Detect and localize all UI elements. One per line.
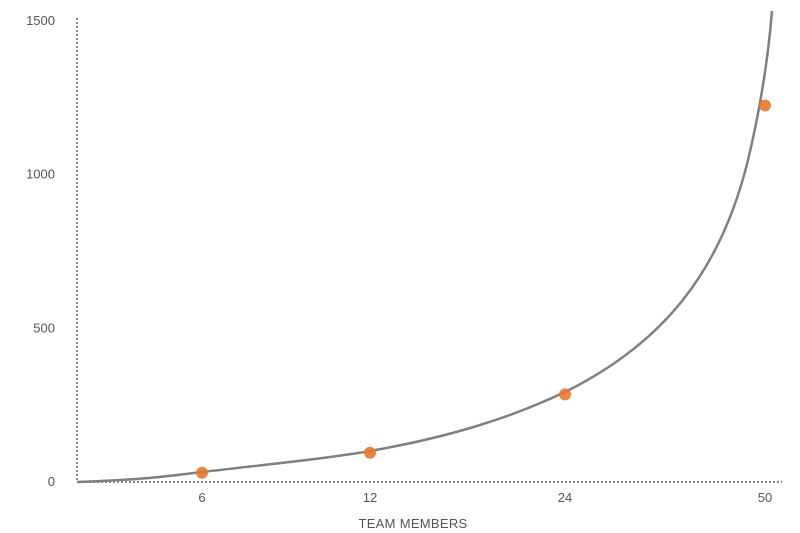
data-point bbox=[759, 99, 771, 112]
y-tick-labels: 0 500 1000 1500 bbox=[26, 13, 55, 489]
x-tick-label: 50 bbox=[758, 490, 772, 505]
y-tick-label: 500 bbox=[33, 320, 55, 335]
data-points bbox=[196, 99, 771, 479]
x-axis-title: TEAM MEMBERS bbox=[358, 516, 467, 531]
data-point bbox=[364, 446, 376, 459]
x-tick-label: 12 bbox=[363, 490, 377, 505]
data-point bbox=[196, 466, 208, 479]
y-tick-label: 1000 bbox=[26, 167, 55, 182]
y-tick-label: 0 bbox=[48, 474, 55, 489]
trend-curve bbox=[76, 10, 774, 484]
x-tick-labels: 6 12 24 50 bbox=[198, 490, 772, 505]
data-point bbox=[559, 388, 571, 401]
x-tick-label: 24 bbox=[558, 490, 572, 505]
y-tick-label: 1500 bbox=[26, 13, 55, 28]
x-tick-label: 6 bbox=[198, 490, 205, 505]
